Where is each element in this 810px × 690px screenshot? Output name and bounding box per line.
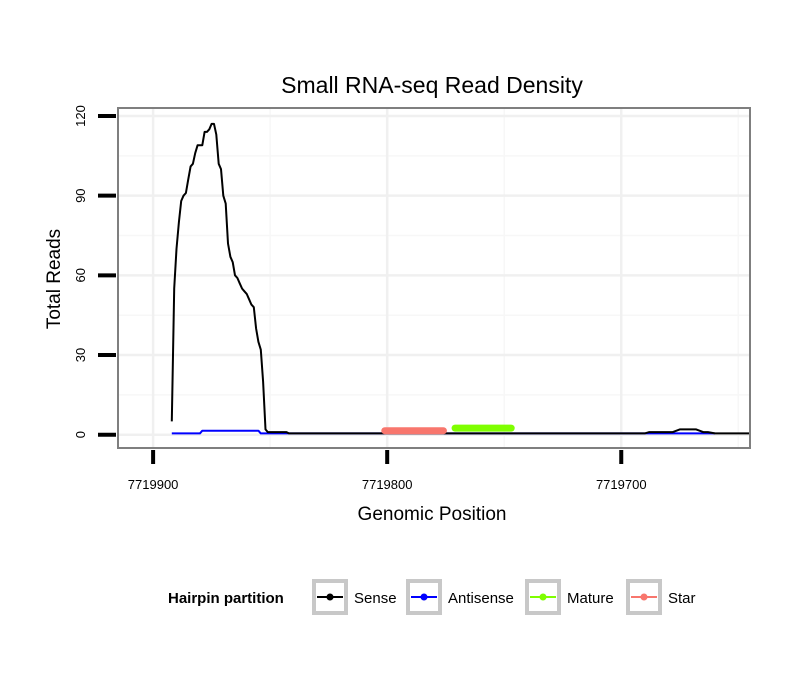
plot-panel-background	[118, 108, 750, 448]
legend-key-point-antisense	[420, 593, 428, 601]
y-tick-label: 60	[73, 268, 88, 282]
legend-label-star: Star	[668, 590, 696, 607]
legend-label-mature: Mature	[567, 590, 614, 607]
legend-key-point-sense	[326, 593, 334, 601]
series-lines	[170, 122, 750, 435]
x-axis: 7719900 7719800 7719700	[128, 450, 647, 492]
plot-panel-border	[117, 107, 751, 449]
y-tick-label: 120	[73, 105, 88, 127]
y-tick-label: 90	[73, 188, 88, 202]
y-axis: 0 30 60 90 120	[73, 105, 116, 438]
x-tick-label: 7719700	[596, 477, 647, 492]
grid-lines	[118, 108, 750, 448]
x-axis-title: Genomic Position	[358, 504, 507, 525]
legend-label-antisense: Antisense	[448, 590, 514, 607]
legend-key-point-star	[640, 593, 648, 601]
legend-key-point-mature	[539, 593, 547, 601]
legend-title: Hairpin partition	[168, 590, 284, 607]
x-tick-label: 7719800	[362, 477, 413, 492]
chart-title: Small RNA-seq Read Density	[281, 72, 583, 98]
series-line-sense	[170, 122, 750, 435]
panel-border	[117, 107, 751, 449]
plot-panel	[118, 108, 750, 448]
y-axis-title: Total Reads	[44, 229, 65, 329]
legend-label-sense: Sense	[354, 590, 397, 607]
y-tick-label: 0	[73, 431, 88, 438]
y-tick-label: 30	[73, 348, 88, 362]
legend: Hairpin partition Sense Antisense Mature St…	[168, 579, 696, 615]
legend-key-box-antisense	[406, 579, 442, 615]
x-tick-label: 7719900	[128, 477, 179, 492]
